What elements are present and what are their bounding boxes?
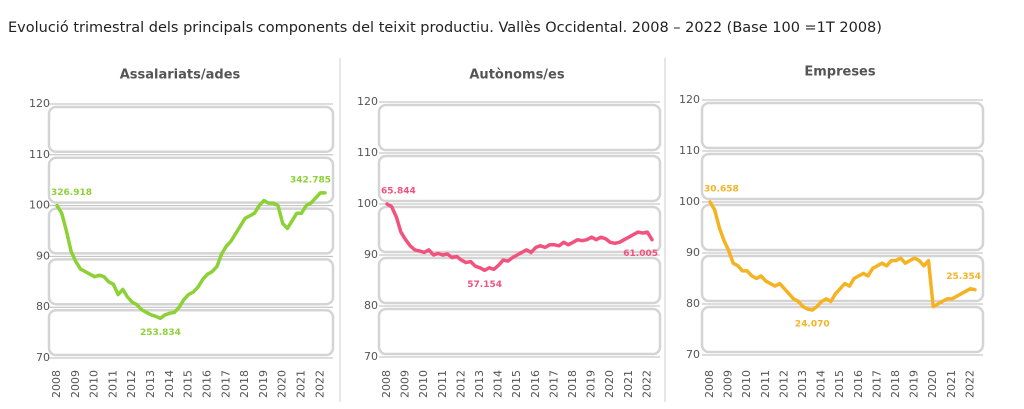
grid-band <box>700 101 985 150</box>
grid-band <box>47 207 335 255</box>
y-tick-label: 100 <box>679 195 700 208</box>
x-tick-label: 2010 <box>417 370 430 398</box>
x-tick-label: 2020 <box>926 370 939 398</box>
x-tick-label: 2013 <box>144 370 157 398</box>
x-tick-label: 2012 <box>125 370 138 398</box>
grid-band <box>47 258 335 306</box>
grid-band <box>377 256 662 305</box>
x-tick-label: 2016 <box>200 370 213 398</box>
x-tick-label: 2008 <box>50 370 63 398</box>
x-tick-label: 2014 <box>815 370 828 398</box>
x-tick-label: 2020 <box>276 370 289 398</box>
x-tick-label: 2014 <box>492 370 505 398</box>
grid-band <box>700 254 985 303</box>
line <box>55 191 327 321</box>
x-tick-label: 2018 <box>566 370 579 398</box>
x-tick-label: 2008 <box>703 370 716 398</box>
grid-band <box>377 103 662 152</box>
x-tick-label: 2017 <box>547 370 560 398</box>
x-tick-label: 2012 <box>454 370 467 398</box>
x-tick-label: 2010 <box>88 370 101 398</box>
y-tick-label: 90 <box>686 246 700 259</box>
grid-band <box>47 105 335 154</box>
x-tick-label: 2014 <box>163 370 176 398</box>
grid-band <box>47 156 335 204</box>
annotation: 253.834 <box>140 328 181 338</box>
x-tick-label: 2021 <box>945 370 958 398</box>
x-tick-label: 2018 <box>889 370 902 398</box>
grid-band <box>700 152 985 201</box>
y-tick-label: 70 <box>364 350 378 363</box>
x-tick-label: 2015 <box>833 370 846 398</box>
y-tick-label: 110 <box>29 148 50 161</box>
y-tick-label: 80 <box>686 297 700 310</box>
y-tick-label: 120 <box>29 97 50 110</box>
x-tick-label: 2011 <box>759 370 772 398</box>
y-tick-label: 70 <box>36 351 50 364</box>
grid-band <box>377 205 662 254</box>
x-tick-label: 2020 <box>603 370 616 398</box>
x-tick-label: 2019 <box>585 370 598 398</box>
main-title: Evolució trimestral dels principals comp… <box>8 20 882 36</box>
grid-band <box>377 307 662 356</box>
x-tick-label: 2021 <box>622 370 635 398</box>
x-tick-label: 2013 <box>796 370 809 398</box>
y-tick-label: 120 <box>357 95 378 108</box>
grid-band <box>700 203 985 252</box>
x-tick-label: 2009 <box>399 370 412 398</box>
x-tick-label: 2018 <box>238 370 251 398</box>
annotation: 25.354 <box>946 272 981 282</box>
annotation: 24.070 <box>795 320 830 330</box>
panel-title: Empreses <box>804 65 876 80</box>
y-tick-label: 110 <box>679 144 700 157</box>
grid-band <box>377 154 662 203</box>
y-tick-label: 100 <box>357 197 378 210</box>
x-tick-label: 2008 <box>380 370 393 398</box>
annotation: 65.844 <box>381 187 416 197</box>
panel-title: Autònoms/es <box>469 68 564 83</box>
x-tick-label: 2017 <box>870 370 883 398</box>
annotation: 61.005 <box>623 249 658 259</box>
x-tick-label: 2022 <box>640 370 653 398</box>
annotation: 326.918 <box>51 188 92 198</box>
x-tick-label: 2019 <box>908 370 921 398</box>
x-tick-label: 2013 <box>473 370 486 398</box>
grid-band <box>700 305 985 354</box>
x-tick-label: 2015 <box>182 370 195 398</box>
line <box>708 200 977 312</box>
x-tick-label: 2011 <box>436 370 449 398</box>
line <box>385 202 654 273</box>
panel-title: Assalariats/ades <box>120 68 241 83</box>
y-tick-label: 90 <box>36 249 50 262</box>
annotation: 57.154 <box>467 280 502 290</box>
grid-band <box>47 308 335 357</box>
x-tick-label: 2009 <box>722 370 735 398</box>
x-tick-label: 2010 <box>740 370 753 398</box>
x-tick-label: 2022 <box>963 370 976 398</box>
x-tick-label: 2016 <box>852 370 865 398</box>
x-tick-label: 2011 <box>106 370 119 398</box>
x-tick-label: 2021 <box>294 370 307 398</box>
x-tick-label: 2015 <box>510 370 523 398</box>
x-tick-label: 2022 <box>313 370 326 398</box>
y-tick-label: 80 <box>36 300 50 313</box>
annotation: 30.658 <box>704 185 739 195</box>
x-tick-label: 2019 <box>257 370 270 398</box>
x-tick-label: 2012 <box>777 370 790 398</box>
x-tick-label: 2017 <box>219 370 232 398</box>
x-tick-label: 2009 <box>69 370 82 398</box>
y-tick-label: 70 <box>686 348 700 361</box>
x-tick-label: 2016 <box>529 370 542 398</box>
y-tick-label: 80 <box>364 299 378 312</box>
y-tick-label: 100 <box>29 199 50 212</box>
y-tick-label: 90 <box>364 248 378 261</box>
annotation: 342.785 <box>290 175 331 185</box>
y-tick-label: 110 <box>357 146 378 159</box>
y-tick-label: 120 <box>679 93 700 106</box>
